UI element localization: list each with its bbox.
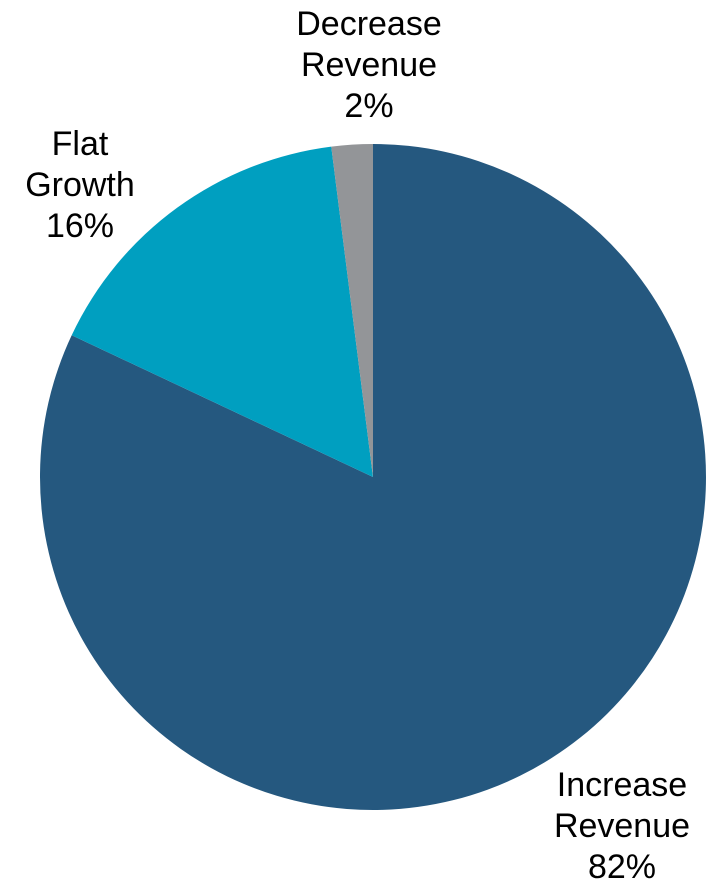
slice-value-label: 16% [46,207,114,245]
slice-value-label: 82% [588,848,656,886]
slice-label-increase-revenue: Increase Revenue 82% [554,766,690,886]
slice-category-label: Flat [52,125,109,163]
slice-increase-revenue [39,144,706,810]
pie-slices [39,144,706,810]
slice-category-label: Growth [25,166,135,204]
slice-value-label: 2% [344,87,393,125]
slice-category-label: Revenue [301,46,437,84]
pie-labels: Increase Revenue 82%Flat Growth 16%Decrease R… [25,5,690,886]
slice-decrease-revenue [331,144,373,477]
slice-category-label: Decrease [296,5,442,43]
slice-label-flat-growth: Flat Growth 16% [25,125,135,245]
slice-flat-growth [71,146,373,477]
slice-category-label: Revenue [554,807,690,845]
slice-label-decrease-revenue: Decrease Revenue 2% [296,5,442,125]
slice-category-label: Increase [557,766,687,804]
